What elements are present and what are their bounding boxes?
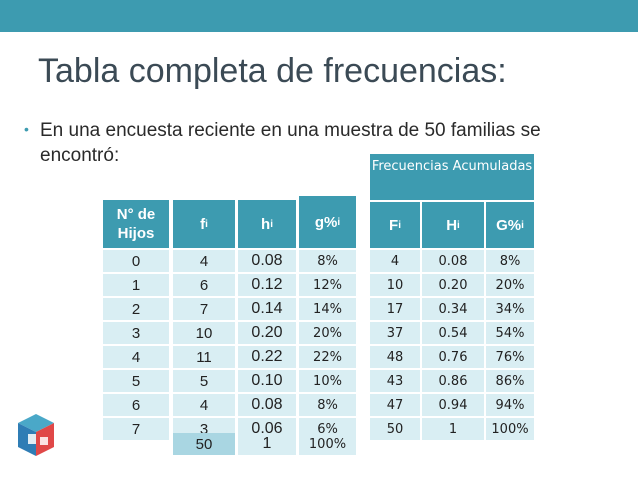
total-fi: 50 [173,433,235,455]
cell-Hi: 0.76 [422,346,484,368]
cell-gi: 8% [299,250,356,272]
header-gi: g% i [299,196,356,248]
cell-hi: 0.12 [238,274,296,296]
cell-Hi: 0.94 [422,394,484,416]
cell-Hi: 1 [422,418,484,440]
cell-Hi: 0.86 [422,370,484,392]
cell-gi: 10% [299,370,356,392]
cell-Gi: 94% [486,394,534,416]
header-Gi: G% i [486,202,534,248]
cell-gi: 20% [299,322,356,344]
cell-n-hijos: 7 [103,418,169,440]
cell-n-hijos: 5 [103,370,169,392]
header-n-hijos: N° de Hijos [103,200,169,248]
bullet-text: En una encuesta reciente en una muestra … [40,120,541,166]
cell-Fi: 47 [370,394,420,416]
cell-fi: 4 [173,250,235,272]
cell-Fi: 37 [370,322,420,344]
header-n-hijos-label: N° de Hijos [116,206,156,242]
header-fi-label: f [200,215,206,233]
slide-title: Tabla completa de frecuencias: [38,52,507,90]
cell-gi: 22% [299,346,356,368]
header-fi-sub: i [205,218,208,230]
cell-n-hijos: 1 [103,274,169,296]
cell-Gi: 54% [486,322,534,344]
cell-hi: 0.08 [238,250,296,272]
cell-gi: 14% [299,298,356,320]
bullet-point-icon: • [24,121,29,137]
cell-gi: 12% [299,274,356,296]
cell-n-hijos: 0 [103,250,169,272]
cell-Gi: 8% [486,250,534,272]
cell-n-hijos: 2 [103,298,169,320]
cell-hi: 0.22 [238,346,296,368]
cell-Gi: 34% [486,298,534,320]
cell-Gi: 76% [486,346,534,368]
cell-gi: 8% [299,394,356,416]
header-hi-sub: i [270,218,273,230]
cell-Fi: 50 [370,418,420,440]
cell-Fi: 48 [370,346,420,368]
cell-fi: 4 [173,394,235,416]
header-hi-label: h [261,215,271,233]
cell-Gi: 86% [486,370,534,392]
cell-Fi: 10 [370,274,420,296]
cell-hi: 0.08 [238,394,296,416]
total-gi: 100% [299,433,356,455]
header-Fi-label: F [389,216,399,234]
cell-Gi: 20% [486,274,534,296]
header-Hi-sub: i [457,219,460,231]
cell-hi: 0.20 [238,322,296,344]
cell-Hi: 0.54 [422,322,484,344]
cell-fi: 5 [173,370,235,392]
top-accent-bar [0,0,638,32]
cell-Fi: 43 [370,370,420,392]
cell-hi: 0.10 [238,370,296,392]
cell-fi: 10 [173,322,235,344]
header-Gi-label: G% [496,216,522,234]
total-hi: 1 [238,433,296,455]
cell-Hi: 0.34 [422,298,484,320]
cube-logo-icon [18,414,54,456]
header-Gi-sub: i [521,219,524,231]
cell-Hi: 0.08 [422,250,484,272]
header-Fi-sub: i [398,219,401,231]
cell-Fi: 17 [370,298,420,320]
cell-fi: 7 [173,298,235,320]
cell-Hi: 0.20 [422,274,484,296]
cell-Fi: 4 [370,250,420,272]
cell-n-hijos: 3 [103,322,169,344]
cell-hi: 0.14 [238,298,296,320]
cell-n-hijos: 6 [103,394,169,416]
cell-Gi: 100% [486,418,534,440]
header-gi-label: g% [314,213,338,231]
cell-fi: 6 [173,274,235,296]
cell-fi: 11 [173,346,235,368]
header-Hi-label: H [446,216,458,234]
cell-n-hijos: 4 [103,346,169,368]
cumulative-frequencies-header: Frecuencias Acumuladas [370,154,534,200]
header-gi-sub: i [337,216,341,228]
